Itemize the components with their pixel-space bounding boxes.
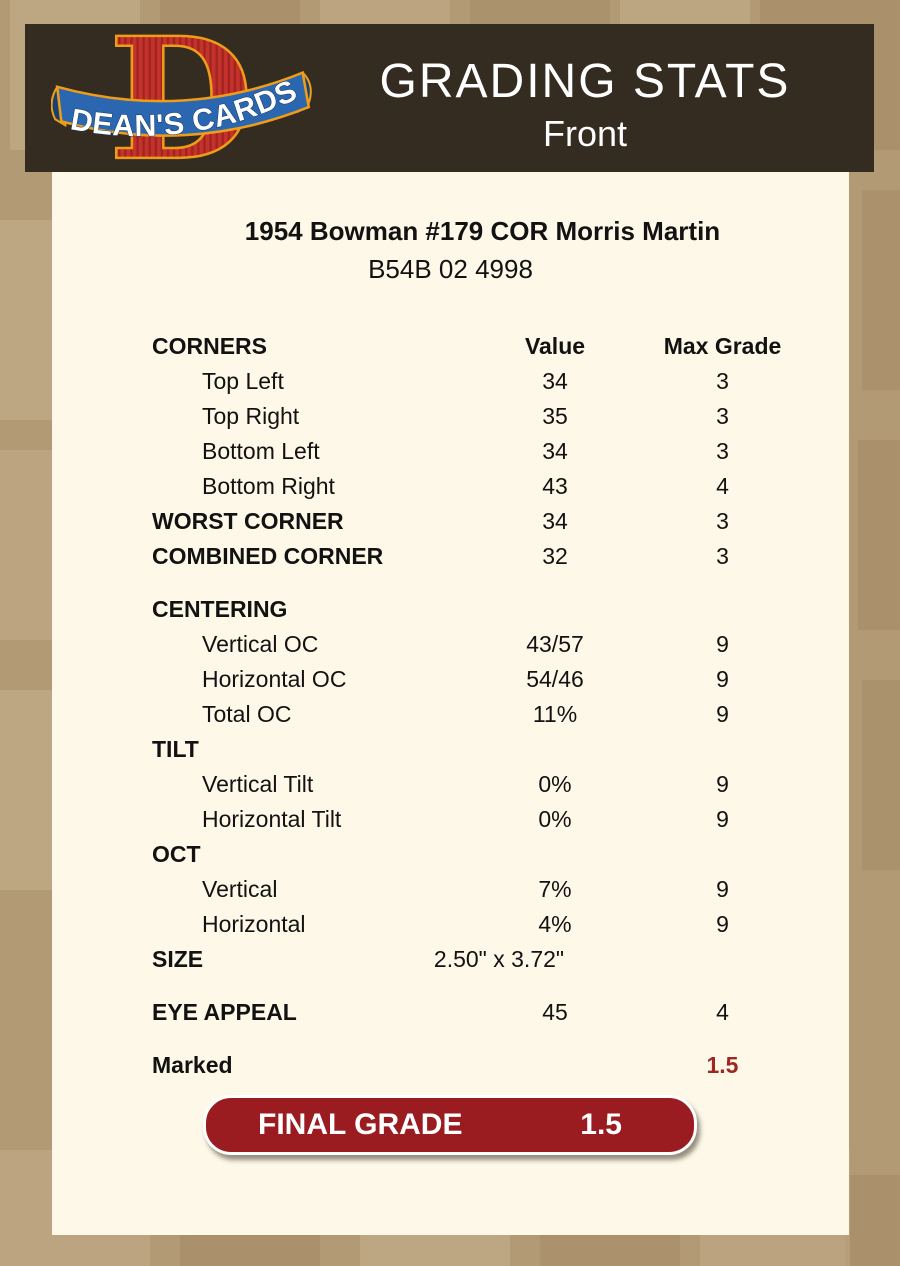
row-label: WORST CORNER	[152, 508, 344, 534]
row-label: Bottom Left	[202, 438, 320, 464]
row-max: 4	[716, 473, 729, 499]
row-value: 34	[542, 368, 568, 394]
table-row: OCT	[152, 837, 800, 872]
table-row: Top Right 35 3	[152, 399, 800, 434]
row-label: Total OC	[202, 701, 292, 727]
table-row: Horizontal 4% 9	[152, 907, 800, 942]
table-row: Bottom Right 43 4	[152, 469, 800, 504]
row-max: 9	[716, 911, 729, 937]
header-text-block: GRADING STATS Front	[325, 56, 845, 154]
final-grade-label: FINAL GRADE	[258, 1108, 463, 1141]
row-label: Vertical	[202, 876, 278, 902]
row-value: 45	[542, 999, 568, 1025]
row-max: 3	[716, 438, 729, 464]
table-row: Vertical OC 43/57 9	[152, 627, 800, 662]
row-label: Top Right	[202, 403, 300, 429]
table-row: Total OC 11% 9	[152, 697, 800, 732]
row-max: 3	[716, 543, 729, 569]
row-max: 9	[716, 631, 729, 657]
row-value: 0%	[538, 771, 572, 797]
row-max: 3	[716, 403, 729, 429]
row-label: CENTERING	[152, 596, 288, 622]
header-bar: D DEAN'S CARDS GRADING STATS Front	[25, 24, 874, 172]
content-panel: 1954 Bowman #179 COR Morris Martin B54B …	[52, 172, 849, 1235]
table-row: EYE APPEAL 45 4	[152, 995, 800, 1030]
row-value: 34	[542, 438, 568, 464]
final-grade-button[interactable]: FINAL GRADE 1.5	[203, 1095, 697, 1155]
table-row: TILT	[152, 732, 800, 767]
row-max: 3	[716, 368, 729, 394]
row-max: 9	[716, 666, 729, 692]
row-label: SIZE	[152, 946, 204, 972]
table-row: Vertical Tilt 0% 9	[152, 767, 800, 802]
section-header-label: CORNERS	[152, 333, 268, 359]
table-row: Marked 1.5	[152, 1048, 800, 1083]
row-label: Bottom Right	[202, 473, 335, 499]
row-value: 7%	[538, 876, 572, 902]
row-label: Top Left	[202, 368, 284, 394]
row-label: Vertical Tilt	[202, 771, 314, 797]
row-value: 54/46	[526, 666, 584, 692]
final-grade-value: 1.5	[580, 1108, 622, 1141]
row-value: 43	[542, 473, 568, 499]
table-header-row: CORNERS Value Max Grade	[152, 329, 800, 364]
column-header-value: Value	[524, 333, 586, 359]
table-row: Bottom Left 34 3	[152, 434, 800, 469]
deans-cards-logo: D DEAN'S CARDS	[51, 28, 312, 170]
row-value: 4%	[538, 911, 572, 937]
row-value: 34	[542, 508, 568, 534]
row-max: 4	[716, 999, 729, 1025]
row-max: 3	[716, 508, 729, 534]
row-max: 9	[716, 701, 729, 727]
row-value: 0%	[538, 806, 572, 832]
row-label: TILT	[152, 736, 199, 762]
row-max: 9	[716, 806, 729, 832]
row-label: Horizontal	[202, 911, 306, 937]
row-label: Horizontal OC	[202, 666, 347, 692]
row-label: Horizontal Tilt	[202, 806, 342, 832]
row-label: Marked	[152, 1052, 233, 1078]
row-value: 11%	[532, 701, 578, 727]
row-label: COMBINED CORNER	[152, 543, 384, 569]
table-row: SIZE 2.50" x 3.72"	[152, 942, 800, 977]
row-value: 2.50" x 3.72"	[433, 946, 565, 972]
row-value: 43/57	[526, 631, 584, 657]
grading-table: CORNERS Value Max Grade Top Left 34 3 Top Righ…	[152, 329, 800, 1083]
row-value: 32	[542, 543, 568, 569]
row-max: 9	[716, 876, 729, 902]
page-subtitle: Front	[542, 113, 628, 154]
table-row: Horizontal Tilt 0% 9	[152, 802, 800, 837]
row-label: Vertical OC	[202, 631, 319, 657]
table-row: Vertical 7% 9	[152, 872, 800, 907]
table-row: CENTERING	[152, 592, 800, 627]
table-row: Horizontal OC 54/46 9	[152, 662, 800, 697]
card-serial: B54B 02 4998	[368, 254, 533, 284]
card-title: 1954 Bowman #179 COR Morris Martin	[244, 216, 721, 246]
table-row: COMBINED CORNER 32 3	[152, 539, 800, 574]
row-label: OCT	[152, 841, 201, 867]
row-max: 1.5	[706, 1052, 739, 1078]
table-row: WORST CORNER 34 3	[152, 504, 800, 539]
row-max: 9	[716, 771, 729, 797]
column-header-max-grade: Max Grade	[663, 333, 782, 359]
row-label: EYE APPEAL	[152, 999, 297, 1025]
row-value: 35	[542, 403, 568, 429]
page-title: GRADING STATS	[379, 55, 791, 108]
table-row: Top Left 34 3	[152, 364, 800, 399]
